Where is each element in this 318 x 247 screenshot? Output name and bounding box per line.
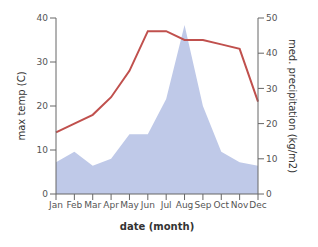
svg-text:max temp (C): max temp (C) [16, 71, 27, 140]
svg-text:10: 10 [37, 145, 49, 155]
svg-text:20: 20 [266, 119, 278, 129]
svg-text:0: 0 [42, 189, 48, 199]
svg-text:40: 40 [37, 13, 49, 23]
svg-text:May: May [120, 200, 139, 210]
svg-text:30: 30 [37, 57, 49, 67]
svg-text:50: 50 [266, 13, 278, 23]
svg-text:0: 0 [266, 189, 272, 199]
svg-text:Oct: Oct [213, 200, 229, 210]
svg-text:20: 20 [37, 101, 49, 111]
svg-text:Nov: Nov [231, 200, 249, 210]
svg-text:Mar: Mar [84, 200, 101, 210]
svg-text:med. precipitation (kg/m2): med. precipitation (kg/m2) [287, 39, 298, 173]
svg-text:Jul: Jul [160, 200, 172, 210]
svg-text:Dec: Dec [249, 200, 266, 210]
svg-text:Apr: Apr [103, 200, 119, 210]
svg-text:Aug: Aug [176, 200, 194, 210]
svg-text:10: 10 [266, 154, 278, 164]
svg-text:date (month): date (month) [120, 221, 194, 232]
svg-text:Feb: Feb [66, 200, 82, 210]
svg-text:40: 40 [266, 48, 278, 58]
svg-text:30: 30 [266, 84, 278, 94]
svg-text:Sep: Sep [194, 200, 211, 210]
svg-text:Jun: Jun [140, 200, 155, 210]
svg-text:Jan: Jan [48, 200, 63, 210]
